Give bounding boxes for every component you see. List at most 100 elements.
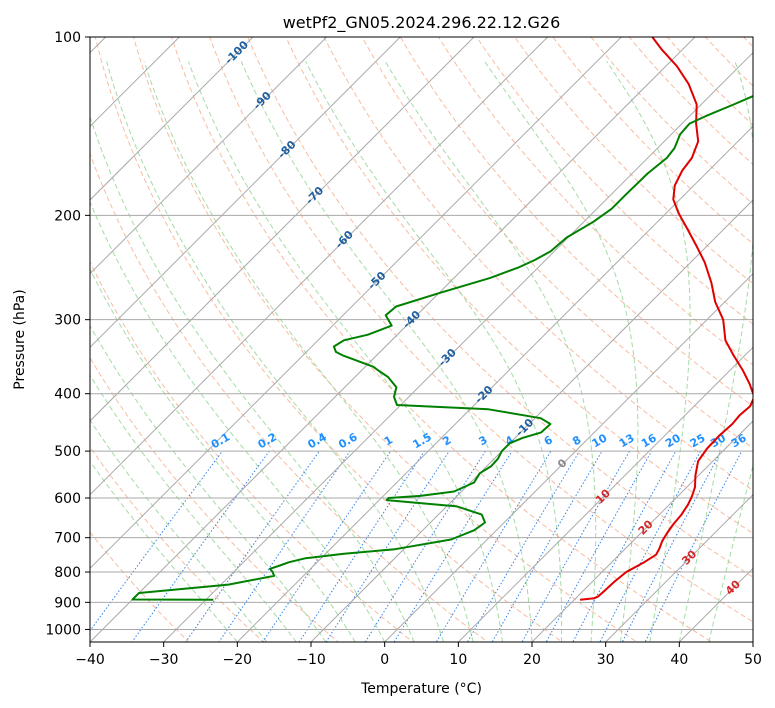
x-tick-label: −20 xyxy=(223,652,253,668)
moist-adiabat xyxy=(106,61,445,642)
mixing-ratio-line xyxy=(393,450,513,642)
dry-adiabat xyxy=(94,37,564,642)
y-tick-label: 100 xyxy=(54,30,81,46)
isotherm-line xyxy=(383,272,753,642)
moist-adiabat xyxy=(90,460,238,642)
mixing-ratio-label: 8 xyxy=(570,433,583,448)
x-tick-label: −30 xyxy=(149,652,179,668)
y-tick-label: 700 xyxy=(54,531,81,547)
x-tick-label: −40 xyxy=(75,652,105,668)
isotherm-line xyxy=(457,346,753,642)
mixing-ratio-label: 0.1 xyxy=(209,430,232,451)
y-tick-label: 900 xyxy=(54,595,81,611)
moist-adiabat xyxy=(708,464,753,642)
y-tick-label: 300 xyxy=(54,313,81,329)
mixing-ratio-label: 0.4 xyxy=(306,430,330,451)
mixing-ratio-line xyxy=(185,450,320,642)
mixing-ratio-line xyxy=(545,450,653,642)
mixing-ratio-line xyxy=(325,450,450,642)
isotherm-line xyxy=(604,493,753,642)
mixing-ratio-line xyxy=(90,450,223,632)
x-tick-label: 30 xyxy=(597,652,615,668)
moist-adiabat xyxy=(90,115,415,642)
moist-adiabat xyxy=(90,374,297,642)
isotherm-line xyxy=(90,37,623,570)
mixing-ratio-label: 16 xyxy=(639,431,659,450)
mixing-ratio-label: 25 xyxy=(688,431,708,450)
plot-frame xyxy=(89,36,754,643)
isotherm-line xyxy=(90,37,696,642)
moist-adiabat xyxy=(305,61,563,642)
dry-adiabat xyxy=(399,37,753,407)
y-tick-label: 500 xyxy=(54,444,81,460)
mixing-ratio-line xyxy=(218,450,351,642)
mixing-ratio-line xyxy=(644,450,743,642)
x-tick-label: −10 xyxy=(296,652,326,668)
mixing-ratio-label: 6 xyxy=(542,433,555,448)
y-tick-label: 400 xyxy=(54,387,81,403)
dry-adiabat xyxy=(90,356,339,642)
dry-adiabat xyxy=(769,24,775,654)
mixing-ratio-label: 13 xyxy=(617,431,637,450)
mixing-ratio-line xyxy=(435,450,552,642)
isotherm-line xyxy=(236,125,753,642)
mixing-ratio-label: 1.5 xyxy=(410,430,433,451)
dry-adiabat xyxy=(514,37,753,285)
dry-adiabat xyxy=(590,37,753,205)
y-tick-label: 600 xyxy=(54,491,81,507)
moist-adiabat xyxy=(90,268,356,642)
isotherm-line xyxy=(90,37,549,496)
dry-adiabat xyxy=(666,37,753,126)
x-tick-label: 40 xyxy=(670,652,688,668)
y-tick-label: 1000 xyxy=(45,622,81,638)
x-tick-label: 50 xyxy=(744,652,762,668)
dewpoint-profile-line xyxy=(131,95,753,601)
moist-adiabat xyxy=(678,61,753,642)
mixing-ratio-line xyxy=(621,450,722,642)
moist-adiabat xyxy=(384,61,597,642)
moist-adiabat xyxy=(484,61,639,642)
mixing-ratio-line xyxy=(364,450,486,642)
dry-adiabat xyxy=(323,37,753,491)
dry-adiabat xyxy=(90,446,265,642)
dry-adiabat xyxy=(209,37,753,623)
isotherm-line xyxy=(531,420,753,642)
mixing-ratio-line xyxy=(491,450,603,642)
y-tick-label: 200 xyxy=(54,208,81,224)
moist-adiabat xyxy=(143,61,474,642)
dry-adiabat xyxy=(170,37,713,642)
dry-adiabat xyxy=(90,260,414,642)
mixing-ratio-label: 1 xyxy=(382,433,395,448)
moist-adiabat xyxy=(606,61,691,642)
isotherm-line xyxy=(90,37,328,275)
isotherm-line xyxy=(162,51,753,642)
mixing-ratio-label: 2 xyxy=(440,433,453,448)
mixing-ratio-label: 0.6 xyxy=(336,430,360,451)
moist-adiabat xyxy=(90,200,386,642)
mixing-ratio-line xyxy=(131,450,270,642)
isotherm-line xyxy=(90,37,402,349)
y-axis-label: Pressure (hPa) xyxy=(12,289,28,389)
dry-adiabat xyxy=(285,37,753,534)
x-tick-label: 20 xyxy=(523,652,541,668)
dry-adiabat xyxy=(132,37,638,642)
dry-adiabat xyxy=(552,37,753,245)
x-axis-label: Temperature (°C) xyxy=(360,681,482,697)
isotherm-line xyxy=(90,37,181,128)
dry-adiabat xyxy=(361,37,753,449)
mixing-ratio-line xyxy=(521,450,630,642)
temperature-profile-line xyxy=(579,37,753,601)
mixing-ratio-label: 36 xyxy=(729,431,749,450)
y-tick-label: 800 xyxy=(54,565,81,581)
dry-adiabat xyxy=(247,37,753,578)
isotherm-line xyxy=(90,37,254,201)
dry-adiabat xyxy=(90,152,489,642)
mixing-ratio-line xyxy=(262,450,392,642)
isotherm-line xyxy=(90,37,475,422)
isotherm-line xyxy=(310,199,753,642)
mixing-ratio-label: 30 xyxy=(708,431,728,450)
x-tick-label: 0 xyxy=(380,652,389,668)
moist-adiabat xyxy=(90,419,268,642)
dry-adiabat xyxy=(704,37,753,87)
